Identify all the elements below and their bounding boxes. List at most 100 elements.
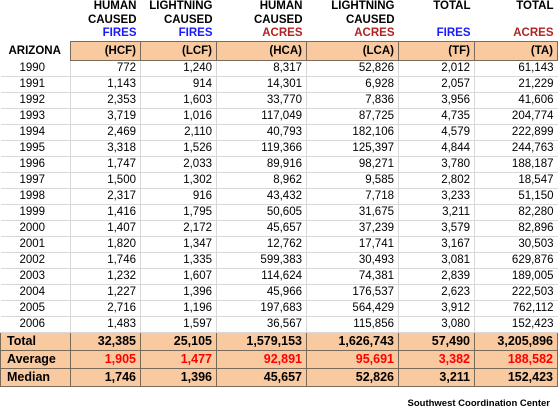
value-cell: 222,899 bbox=[474, 124, 558, 141]
value-cell: 1,407 bbox=[70, 220, 141, 237]
value-cell: 2,172 bbox=[140, 220, 217, 237]
summary-value-cell: 25,105 bbox=[140, 331, 217, 351]
value-cell: 2,802 bbox=[398, 172, 475, 189]
header-cell bbox=[475, 14, 558, 28]
summary-value-cell: 188,582 bbox=[474, 349, 558, 369]
year-cell: 1996 bbox=[0, 156, 71, 173]
year-cell: 1994 bbox=[0, 124, 71, 141]
table-row: 1996 1,747 2,033 89,916 98,271 3,780 188,187 bbox=[0, 156, 558, 173]
header-cell: TOTAL bbox=[433, 0, 471, 12]
value-cell: 2,317 bbox=[70, 188, 141, 205]
value-cell: 182,106 bbox=[306, 124, 399, 141]
value-cell: 914 bbox=[140, 76, 217, 93]
value-cell: 2,716 bbox=[70, 300, 141, 317]
abbreviation-cell: (TF) bbox=[398, 40, 475, 61]
value-cell: 3,780 bbox=[398, 156, 475, 173]
value-cell: 82,896 bbox=[474, 220, 558, 237]
table-row: 2006 1,483 1,597 36,567 115,856 3,080 152,423 bbox=[0, 316, 558, 333]
value-cell: 1,240 bbox=[140, 60, 217, 77]
header-cell: HUMAN bbox=[259, 0, 303, 12]
header-cell-fires: FIRES bbox=[436, 27, 471, 39]
value-cell: 1,500 bbox=[70, 172, 141, 189]
value-cell: 4,735 bbox=[398, 108, 475, 125]
value-cell: 30,503 bbox=[474, 236, 558, 253]
value-cell: 12,762 bbox=[216, 236, 307, 253]
value-cell: 43,432 bbox=[216, 188, 307, 205]
value-cell: 3,579 bbox=[398, 220, 475, 237]
value-cell: 189,005 bbox=[474, 268, 558, 285]
value-cell: 3,167 bbox=[398, 236, 475, 253]
value-cell: 40,793 bbox=[216, 124, 307, 141]
value-cell: 1,795 bbox=[140, 204, 217, 221]
value-cell: 188,187 bbox=[474, 156, 558, 173]
value-cell: 772 bbox=[70, 60, 141, 77]
year-cell: 1999 bbox=[0, 204, 71, 221]
year-cell: 2000 bbox=[0, 220, 71, 237]
table-row: 1994 2,469 2,110 40,793 182,106 4,579 222,899 bbox=[0, 124, 558, 141]
header-cell-acres: ACRES bbox=[354, 27, 395, 39]
value-cell: 2,623 bbox=[398, 284, 475, 301]
summary-value-cell: 95,691 bbox=[306, 349, 399, 369]
year-cell: 2005 bbox=[0, 300, 71, 317]
table-row: 1997 1,500 1,302 8,962 9,585 2,802 18,547 bbox=[0, 172, 558, 189]
value-cell: 3,080 bbox=[398, 316, 475, 333]
value-cell: 762,112 bbox=[474, 300, 558, 317]
value-cell: 51,150 bbox=[474, 188, 558, 205]
value-cell: 197,683 bbox=[216, 300, 307, 317]
summary-value-cell: 3,211 bbox=[398, 367, 475, 387]
year-cell: 2003 bbox=[0, 268, 71, 285]
value-cell: 1,016 bbox=[140, 108, 217, 125]
value-cell: 98,271 bbox=[306, 156, 399, 173]
header-cell: HUMAN bbox=[93, 0, 137, 12]
summary-value-cell: 3,382 bbox=[398, 349, 475, 369]
summary-value-cell: 1,746 bbox=[70, 367, 141, 387]
value-cell: 41,606 bbox=[474, 92, 558, 109]
table-row: 1999 1,416 1,795 50,605 31,675 3,211 82,280 bbox=[0, 204, 558, 221]
summary-row-median: Median 1,746 1,396 45,657 52,826 3,211 152,423 bbox=[0, 367, 558, 387]
year-cell: 1997 bbox=[0, 172, 71, 189]
table-row: 2000 1,407 2,172 45,657 37,239 3,579 82,896 bbox=[0, 220, 558, 237]
value-cell: 3,233 bbox=[398, 188, 475, 205]
value-cell: 2,033 bbox=[140, 156, 217, 173]
value-cell: 1,820 bbox=[70, 236, 141, 253]
value-cell: 2,469 bbox=[70, 124, 141, 141]
value-cell: 1,347 bbox=[140, 236, 217, 253]
value-cell: 1,396 bbox=[140, 284, 217, 301]
value-cell: 2,012 bbox=[398, 60, 475, 77]
value-cell: 564,429 bbox=[306, 300, 399, 317]
value-cell: 33,770 bbox=[216, 92, 307, 109]
header-cell bbox=[1, 27, 71, 41]
table-row: 1991 1,143 914 14,301 6,928 2,057 21,229 bbox=[0, 76, 558, 93]
header-cell-acres: ACRES bbox=[513, 27, 554, 39]
header-cell: CAUSED bbox=[87, 13, 137, 26]
value-cell: 1,747 bbox=[70, 156, 141, 173]
value-cell: 8,962 bbox=[216, 172, 307, 189]
value-cell: 1,227 bbox=[70, 284, 141, 301]
header-cell: LIGHTNING bbox=[331, 0, 395, 12]
year-cell: 2001 bbox=[0, 236, 71, 253]
value-cell: 45,966 bbox=[216, 284, 307, 301]
summary-value-cell: 45,657 bbox=[216, 367, 307, 387]
abbreviation-cell: (LCF) bbox=[140, 40, 217, 61]
year-cell: 1998 bbox=[0, 188, 71, 205]
summary-value-cell: 1,396 bbox=[140, 367, 217, 387]
value-cell: 125,397 bbox=[306, 140, 399, 157]
header-row-1: HUMAN LIGHTNING HUMAN LIGHTNING TOTAL TO… bbox=[1, 0, 558, 14]
value-cell: 3,956 bbox=[398, 92, 475, 109]
fire-statistics-table: HUMAN LIGHTNING HUMAN LIGHTNING TOTAL TO… bbox=[0, 0, 558, 387]
value-cell: 87,725 bbox=[306, 108, 399, 125]
value-cell: 52,826 bbox=[306, 60, 399, 77]
year-cell: 2004 bbox=[0, 284, 71, 301]
value-cell: 17,741 bbox=[306, 236, 399, 253]
value-cell: 36,567 bbox=[216, 316, 307, 333]
header-cell: LIGHTNING bbox=[149, 0, 213, 12]
value-cell: 244,763 bbox=[474, 140, 558, 157]
summary-row-average: Average 1,905 1,477 92,891 95,691 3,382 188,58… bbox=[0, 349, 558, 369]
abbreviation-cell: (TA) bbox=[474, 40, 558, 61]
abbreviation-cell: (HCF) bbox=[70, 40, 141, 61]
value-cell: 1,746 bbox=[70, 252, 141, 269]
header-cell: TOTAL bbox=[516, 0, 554, 12]
value-cell: 916 bbox=[140, 188, 217, 205]
table-row: 2005 2,716 1,196 197,683 564,429 3,912 762,112 bbox=[0, 300, 558, 317]
